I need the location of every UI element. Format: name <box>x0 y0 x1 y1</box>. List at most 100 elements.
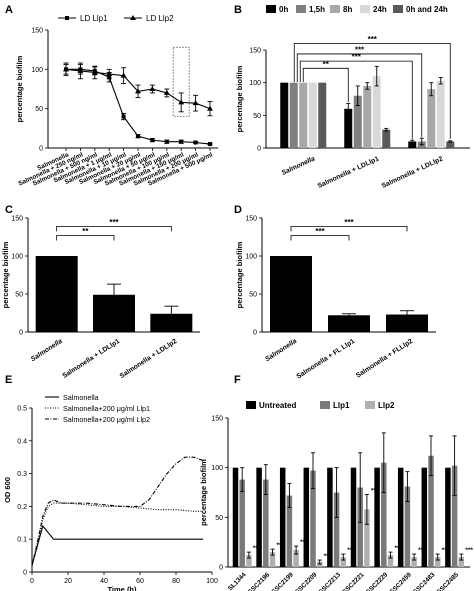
bar <box>363 85 372 148</box>
bar <box>434 557 441 567</box>
y-tick-label: 100 <box>11 254 23 261</box>
significance-label: *** <box>315 227 325 236</box>
legend-swatch <box>365 401 375 409</box>
y-tick-label: 0 <box>253 330 257 337</box>
x-axis-label: Time (h) <box>107 585 137 591</box>
data-point-triangle <box>120 72 127 78</box>
panel-letter: B <box>234 4 242 16</box>
y-tick-label: 100 <box>245 254 257 261</box>
significance-label: *** <box>352 53 362 62</box>
bar <box>150 313 193 332</box>
significance-bracket <box>296 53 423 137</box>
y-axis-label: percentage biofilm <box>1 241 10 308</box>
x-tick-label: SGSC2196 <box>243 571 271 591</box>
y-axis-label: percentage biofilm <box>199 459 208 526</box>
bar <box>364 509 370 567</box>
x-tick-label: 0 <box>30 578 34 585</box>
bar <box>387 555 394 567</box>
x-tick-label: 40 <box>100 578 108 585</box>
x-tick-label: SL1344 <box>227 571 248 591</box>
y-tick-label: 150 <box>11 216 23 223</box>
panel-letter: C <box>5 204 13 216</box>
bar <box>316 562 323 567</box>
significance-label: ** <box>82 227 89 236</box>
legend-label: 24h <box>373 5 387 14</box>
significance-bracket <box>290 225 408 232</box>
x-tick-label: Salmonella + LDLlp1 <box>61 338 121 380</box>
y-axis-label: OD 600 <box>3 477 12 503</box>
bar <box>372 76 381 148</box>
x-tick-label: SGSC2199 <box>267 571 295 591</box>
data-point-triangle <box>207 105 213 111</box>
bar <box>374 467 380 567</box>
y-tick-label: 50 <box>215 515 223 522</box>
y-tick-label: 50 <box>249 292 257 299</box>
bar <box>350 467 357 567</box>
bar <box>404 486 411 567</box>
x-tick-label: Salmonella <box>30 338 64 364</box>
data-point-square <box>193 140 198 145</box>
bar <box>270 256 312 332</box>
significance-bracket <box>302 67 349 103</box>
data-point-square <box>121 114 126 119</box>
x-tick-label: SGSC2229 <box>361 571 389 591</box>
x-tick-label: 100 <box>206 578 218 585</box>
data-point-triangle <box>163 89 170 95</box>
y-tick-label: 150 <box>249 48 261 55</box>
data-point-triangle <box>91 69 98 75</box>
bar <box>35 256 78 332</box>
y-tick-label: 150 <box>211 416 223 423</box>
x-tick-label: SGSC2485 <box>432 571 460 591</box>
panel-letter: E <box>5 374 12 386</box>
bar <box>446 141 455 148</box>
data-point-square <box>150 138 155 143</box>
significance-bracket <box>56 235 115 241</box>
significance-label: *** <box>371 487 379 494</box>
bar <box>408 141 417 148</box>
x-tick-label: SGSC2459 <box>385 571 413 591</box>
legend-swatch <box>296 5 306 13</box>
legend-swatch <box>330 5 340 13</box>
data-point-triangle <box>77 67 84 73</box>
bar <box>397 467 404 567</box>
legend-label: Salmonella+200 μg/ml Llp1 <box>63 404 150 413</box>
bar <box>344 108 353 148</box>
y-tick-label: 0 <box>219 565 223 572</box>
bar <box>333 492 340 567</box>
panel-e: 0 0.1 0.2 0.3 0.4 0.5 OD 600 E 0 20 40 60 80 100 Time … <box>3 374 218 591</box>
bar <box>411 557 417 567</box>
x-tick-label: Salmonella + FLLlp2 <box>355 338 414 380</box>
legend-label: Llp1 <box>333 401 350 410</box>
bar <box>93 294 135 332</box>
panel-b: 0 50 100 150 percentage biofilm B 0h 1,5h 8h 24h 0… <box>234 4 470 190</box>
data-point-triangle <box>178 99 185 105</box>
y-tick-label: 150 <box>245 216 257 223</box>
bar <box>318 82 327 148</box>
bar <box>327 467 333 567</box>
highlight-box <box>172 46 190 117</box>
data-point-square <box>208 142 212 147</box>
y-tick-label: 100 <box>211 465 223 472</box>
x-tick-label: Salmonella + LDLlp1 <box>317 155 381 190</box>
y-tick-label: 50 <box>253 113 261 120</box>
legend-marker-triangle <box>130 15 136 20</box>
data-point-triangle <box>149 86 156 91</box>
significance-bracket <box>293 43 451 139</box>
significance-label: *** <box>442 547 450 554</box>
bar <box>310 470 316 567</box>
bar <box>381 462 387 567</box>
legend-label: Untreated <box>259 401 296 410</box>
bar <box>340 557 347 567</box>
bar <box>232 467 239 567</box>
data-point-triangle <box>63 66 69 72</box>
significance-label: *** <box>368 35 378 44</box>
legend-label: Salmonella+200 μg/ml Llp2 <box>63 415 150 424</box>
panel-letter: F <box>234 374 241 386</box>
significance-label: *** <box>347 547 355 554</box>
x-tick-label: SGSC2483 <box>409 571 437 591</box>
significance-label: *** <box>465 547 473 554</box>
bar <box>269 552 276 567</box>
